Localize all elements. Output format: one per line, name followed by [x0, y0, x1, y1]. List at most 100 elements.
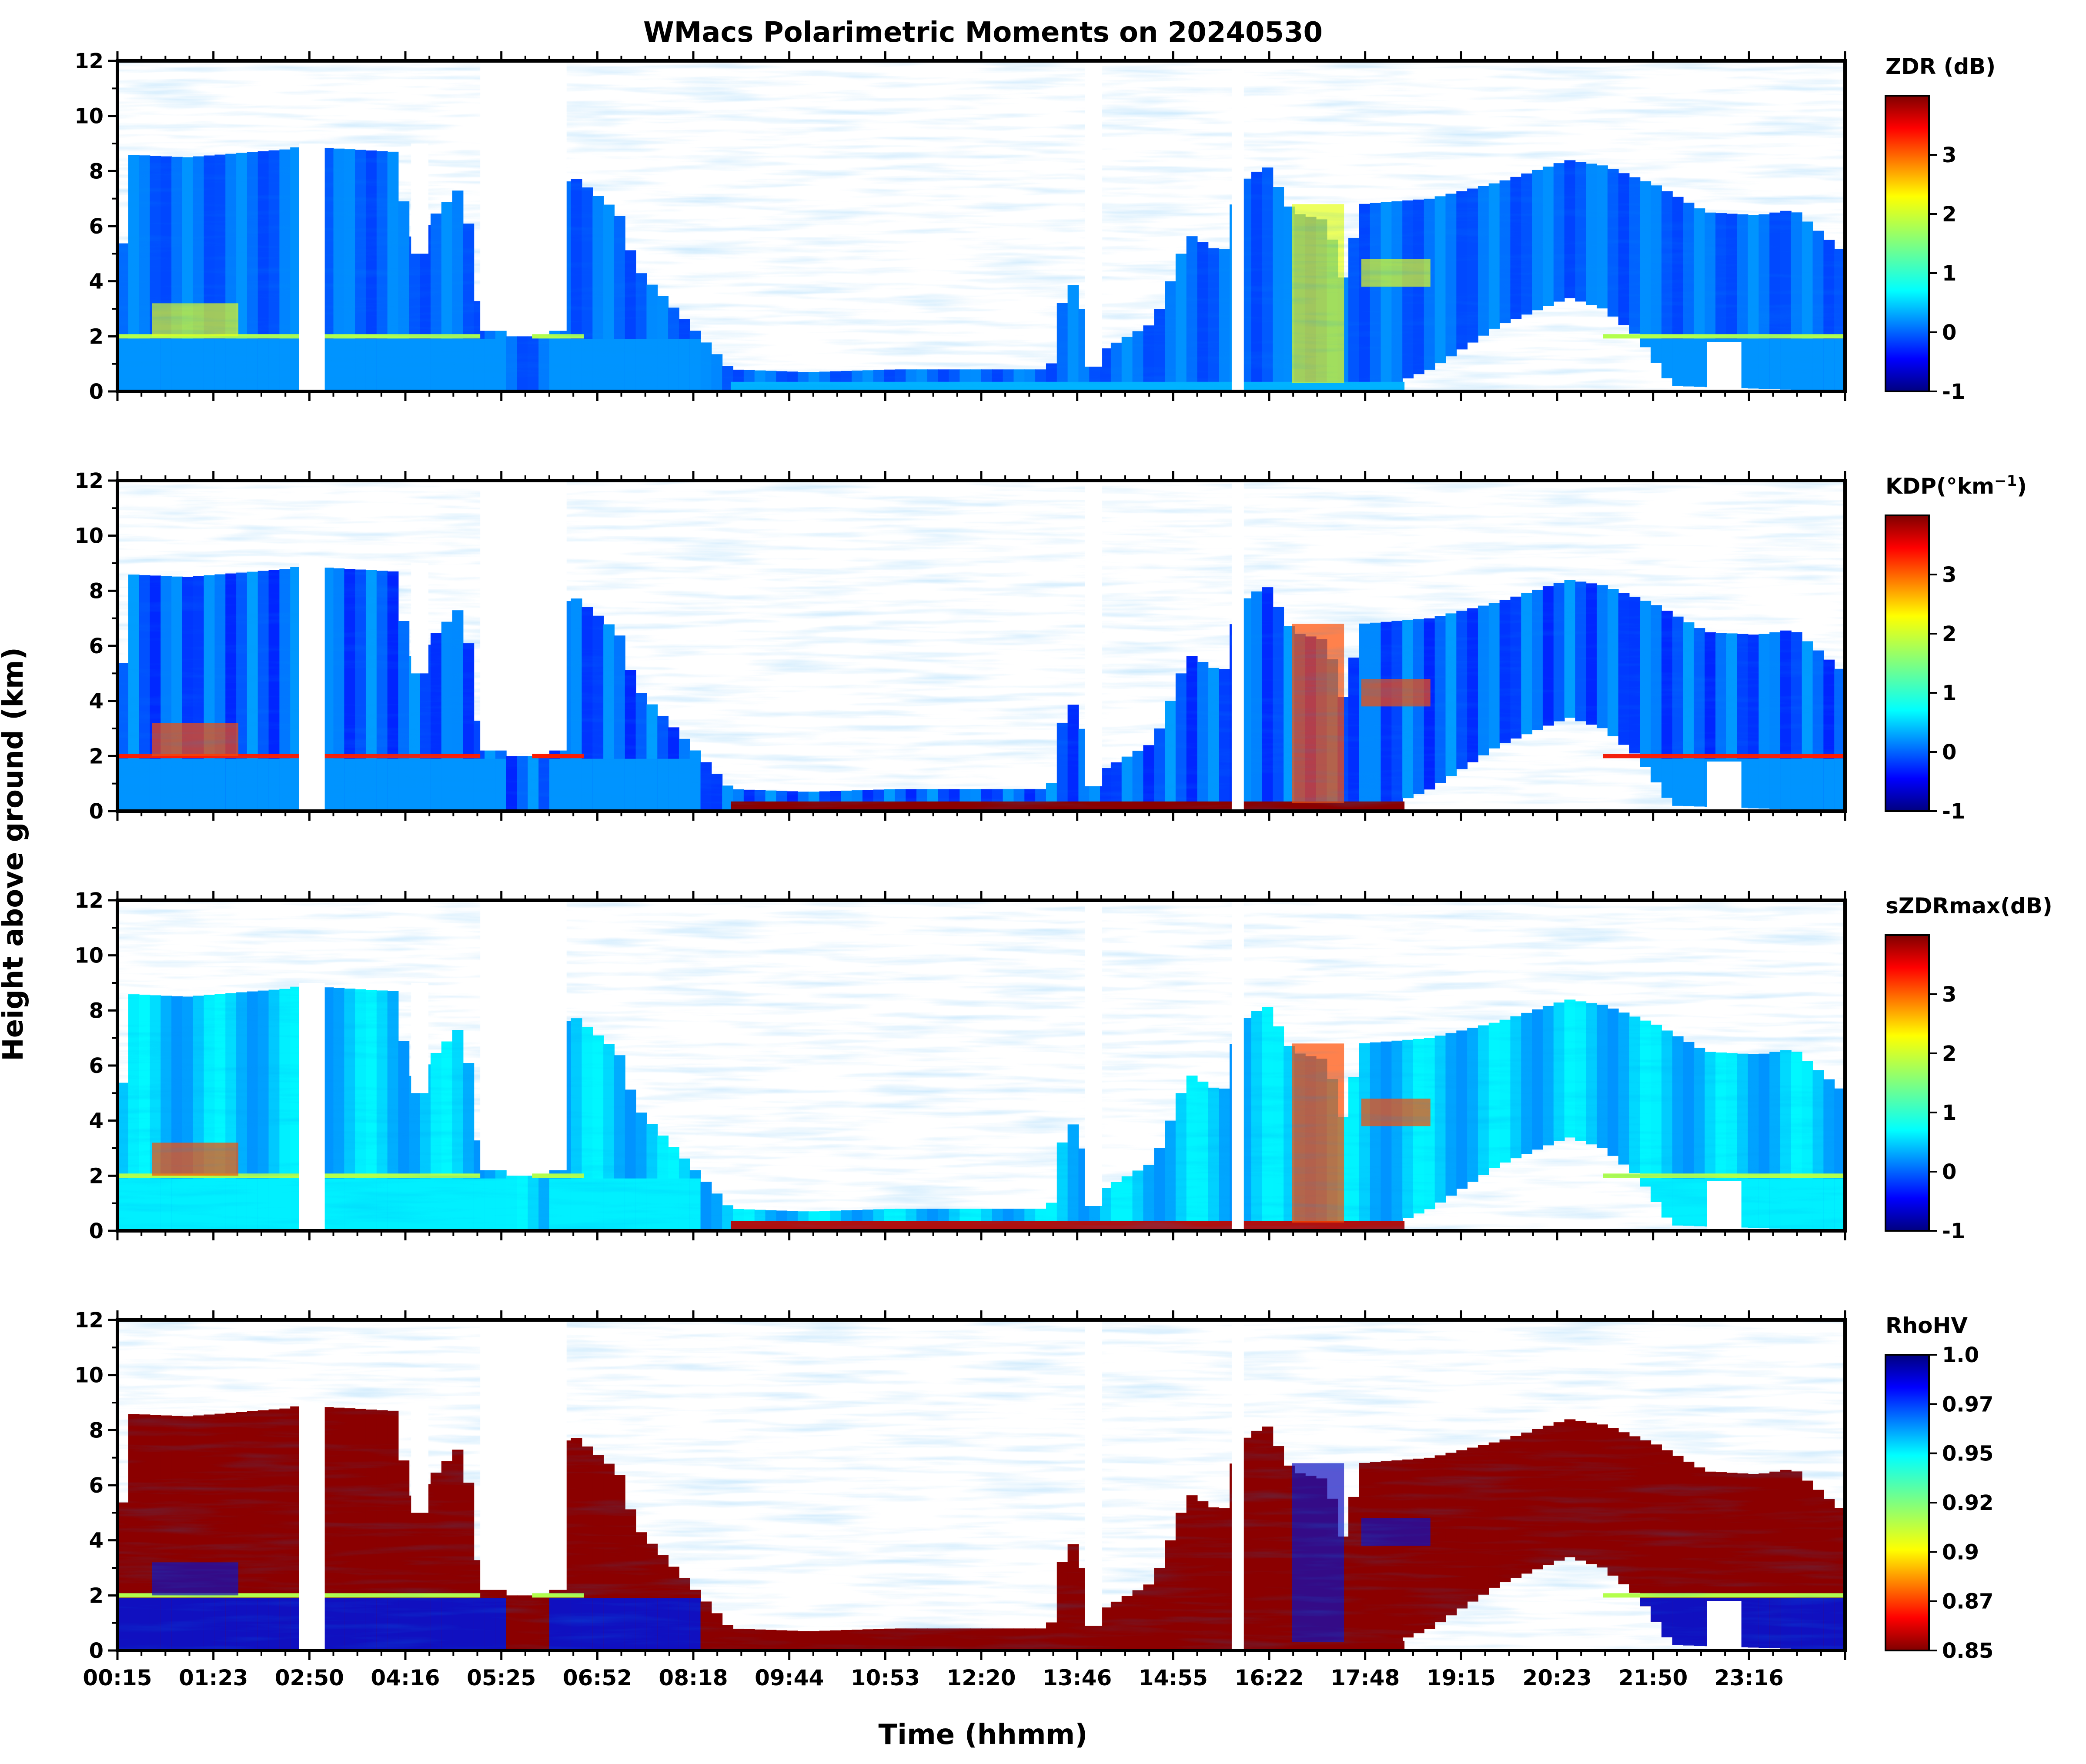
x-tick-label: 05:25 [467, 1665, 536, 1690]
colorbar-label-superscript: −1 [1994, 472, 2017, 490]
colorbar-tick-label: 0 [1942, 321, 1956, 345]
colorbar-tick-label: 0.95 [1942, 1442, 1993, 1466]
no-data-gap [480, 61, 567, 331]
chart-title: WMacs Polarimetric Moments on 20240530 [643, 17, 1323, 49]
colorbar-tick-label: 0.87 [1942, 1590, 1993, 1614]
colorbar-label: RhoHV [1885, 1313, 1968, 1338]
no-data-gap [411, 983, 428, 1093]
no-data-gap [1707, 342, 1742, 391]
x-tick-label: 00:15 [83, 1665, 152, 1690]
colorbar-tick-label: 1.0 [1942, 1343, 1979, 1367]
y-tick-label: 4 [89, 270, 104, 294]
panel-rhohv: 0 2 4 6 8 10 12 00:15 01:23 02:50 04:16 05:25 06:52 0… [74, 1308, 1993, 1690]
colorbar-label: ZDR (dB) [1885, 54, 1996, 79]
x-tick-label: 16:22 [1234, 1665, 1304, 1690]
no-data-gap [299, 144, 325, 391]
x-tick-label: 14:55 [1139, 1665, 1208, 1690]
y-tick-label: 10 [74, 1363, 104, 1388]
colorbar-tick-label: 1 [1942, 681, 1956, 705]
colorbar-tick-label: 0 [1942, 1160, 1956, 1184]
echo-field-kdp [117, 481, 1845, 811]
no-data-gap [1085, 1320, 1103, 1626]
colorbar-gradient [1885, 934, 1930, 1232]
y-tick-label: 8 [89, 579, 104, 603]
colorbar-tick-label: 0.85 [1942, 1639, 1993, 1663]
colorbar-szdrmax: sZDRmax(dB) -1 0 1 2 3 [1885, 893, 2053, 1243]
y-tick-label: 12 [74, 469, 104, 493]
colorbar-gradient [1885, 1354, 1930, 1651]
y-tick-label: 8 [89, 1418, 104, 1443]
colorbar-tick-label: 2 [1942, 1042, 1956, 1066]
x-tick-label: 06:52 [563, 1665, 632, 1690]
y-tick-label: 6 [89, 214, 104, 239]
texture-overlay [117, 61, 1845, 391]
y-tick-label: 4 [89, 1109, 104, 1133]
y-tick-label: 0 [89, 799, 104, 824]
x-tick-label: 01:23 [179, 1665, 248, 1690]
x-axis-label: Time (hhmm) [879, 1719, 1088, 1751]
x-tick-label: 12:20 [946, 1665, 1016, 1690]
no-data-gap [299, 983, 325, 1231]
x-tick-label: 13:46 [1043, 1665, 1112, 1690]
y-tick-label: 12 [74, 889, 104, 913]
colorbar-label-end: ) [2017, 474, 2027, 499]
y-tick-label: 4 [89, 1529, 104, 1553]
x-tick-label: 04:16 [371, 1665, 440, 1690]
no-data-gap [411, 144, 428, 254]
no-data-gap [411, 563, 428, 674]
x-tick-label: 23:16 [1715, 1665, 1784, 1690]
colorbar-tick-label: 3 [1942, 982, 1956, 1007]
colorbar-tick-label: 0.97 [1942, 1392, 1993, 1417]
texture-overlay [117, 900, 1845, 1231]
x-tick-label: 20:23 [1522, 1665, 1591, 1690]
colorbar-tick-label: -1 [1942, 380, 1965, 404]
echo-field-szdrmax [117, 900, 1845, 1231]
x-tick-label: 17:48 [1330, 1665, 1400, 1690]
colorbar-tick-label: 3 [1942, 143, 1956, 167]
colorbar-tick-label: -1 [1942, 799, 1965, 824]
colorbar-tick-label: -1 [1942, 1219, 1965, 1243]
y-tick-label: 0 [89, 1639, 104, 1663]
colorbar-gradient [1885, 95, 1930, 392]
no-data-gap [1085, 61, 1103, 367]
y-tick-label: 8 [89, 159, 104, 184]
colorbar-tick-label: 2 [1942, 202, 1956, 227]
colorbar-tick-label: 1 [1942, 261, 1956, 286]
y-tick-label: 2 [89, 324, 104, 349]
x-tick-label: 08:18 [659, 1665, 728, 1690]
no-data-gap [1085, 900, 1103, 1206]
echo-field-zdr [117, 61, 1845, 391]
no-data-gap [1231, 481, 1244, 811]
no-data-gap [411, 1403, 428, 1513]
x-tick-label: 09:44 [755, 1665, 824, 1690]
no-data-gap [1707, 1601, 1742, 1650]
y-tick-label: 6 [89, 1054, 104, 1078]
no-data-gap [1231, 61, 1244, 391]
y-tick-label: 10 [74, 104, 104, 129]
texture-overlay [117, 1320, 1845, 1650]
y-tick-label: 0 [89, 1219, 104, 1243]
x-tick-label: 10:53 [851, 1665, 920, 1690]
colorbar-tick-label: 0 [1942, 740, 1956, 765]
y-tick-label: 2 [89, 744, 104, 768]
y-tick-label: 0 [89, 380, 104, 404]
no-data-gap [1231, 900, 1244, 1231]
colorbar-kdp: KDP(°km−1) -1 0 1 2 3 [1885, 472, 2027, 824]
y-tick-label: 10 [74, 944, 104, 968]
x-tick-label: 21:50 [1618, 1665, 1688, 1690]
colorbar-tick-label: 2 [1942, 622, 1956, 646]
x-tick-label: 02:50 [275, 1665, 344, 1690]
no-data-gap [299, 563, 325, 811]
no-data-gap [480, 900, 567, 1170]
no-data-gap [1707, 1181, 1742, 1231]
no-data-gap [299, 1403, 325, 1650]
no-data-gap [1085, 481, 1103, 786]
y-tick-label: 6 [89, 1473, 104, 1498]
colorbar-label: sZDRmax(dB) [1885, 893, 2053, 919]
y-tick-label: 4 [89, 689, 104, 714]
colorbar-label: KDP(°km−1) [1885, 472, 2027, 499]
colorbar-zdr: ZDR (dB) -1 0 1 2 3 [1885, 54, 1996, 404]
colorbar-tick-label: 1 [1942, 1101, 1956, 1125]
